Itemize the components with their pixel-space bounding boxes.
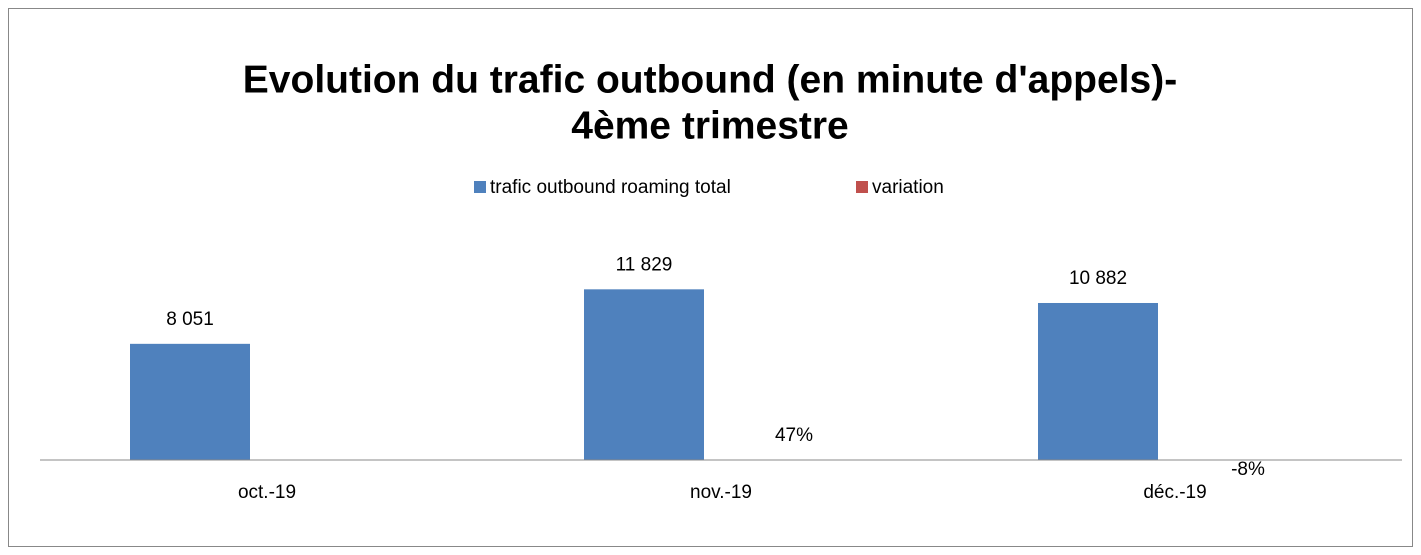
chart-title: 4ème trimestre	[571, 104, 849, 147]
x-tick-label: déc.-19	[1143, 482, 1206, 503]
data-label: 47%	[775, 425, 813, 446]
data-label: 8 051	[166, 309, 214, 330]
chart-title: Evolution du trafic outbound (en minute …	[243, 58, 1177, 101]
bar	[130, 343, 250, 460]
legend-label: variation	[872, 177, 944, 198]
legend-label: trafic outbound roaming total	[490, 177, 731, 198]
legend-swatch	[856, 181, 868, 193]
bar	[584, 289, 704, 460]
data-label: -8%	[1231, 459, 1265, 480]
x-tick-label: oct.-19	[238, 482, 296, 503]
x-tick-label: nov.-19	[690, 482, 752, 503]
data-label: 11 829	[616, 254, 673, 275]
legend-swatch	[474, 181, 486, 193]
data-label: 10 882	[1069, 268, 1127, 289]
bar	[1038, 302, 1158, 460]
